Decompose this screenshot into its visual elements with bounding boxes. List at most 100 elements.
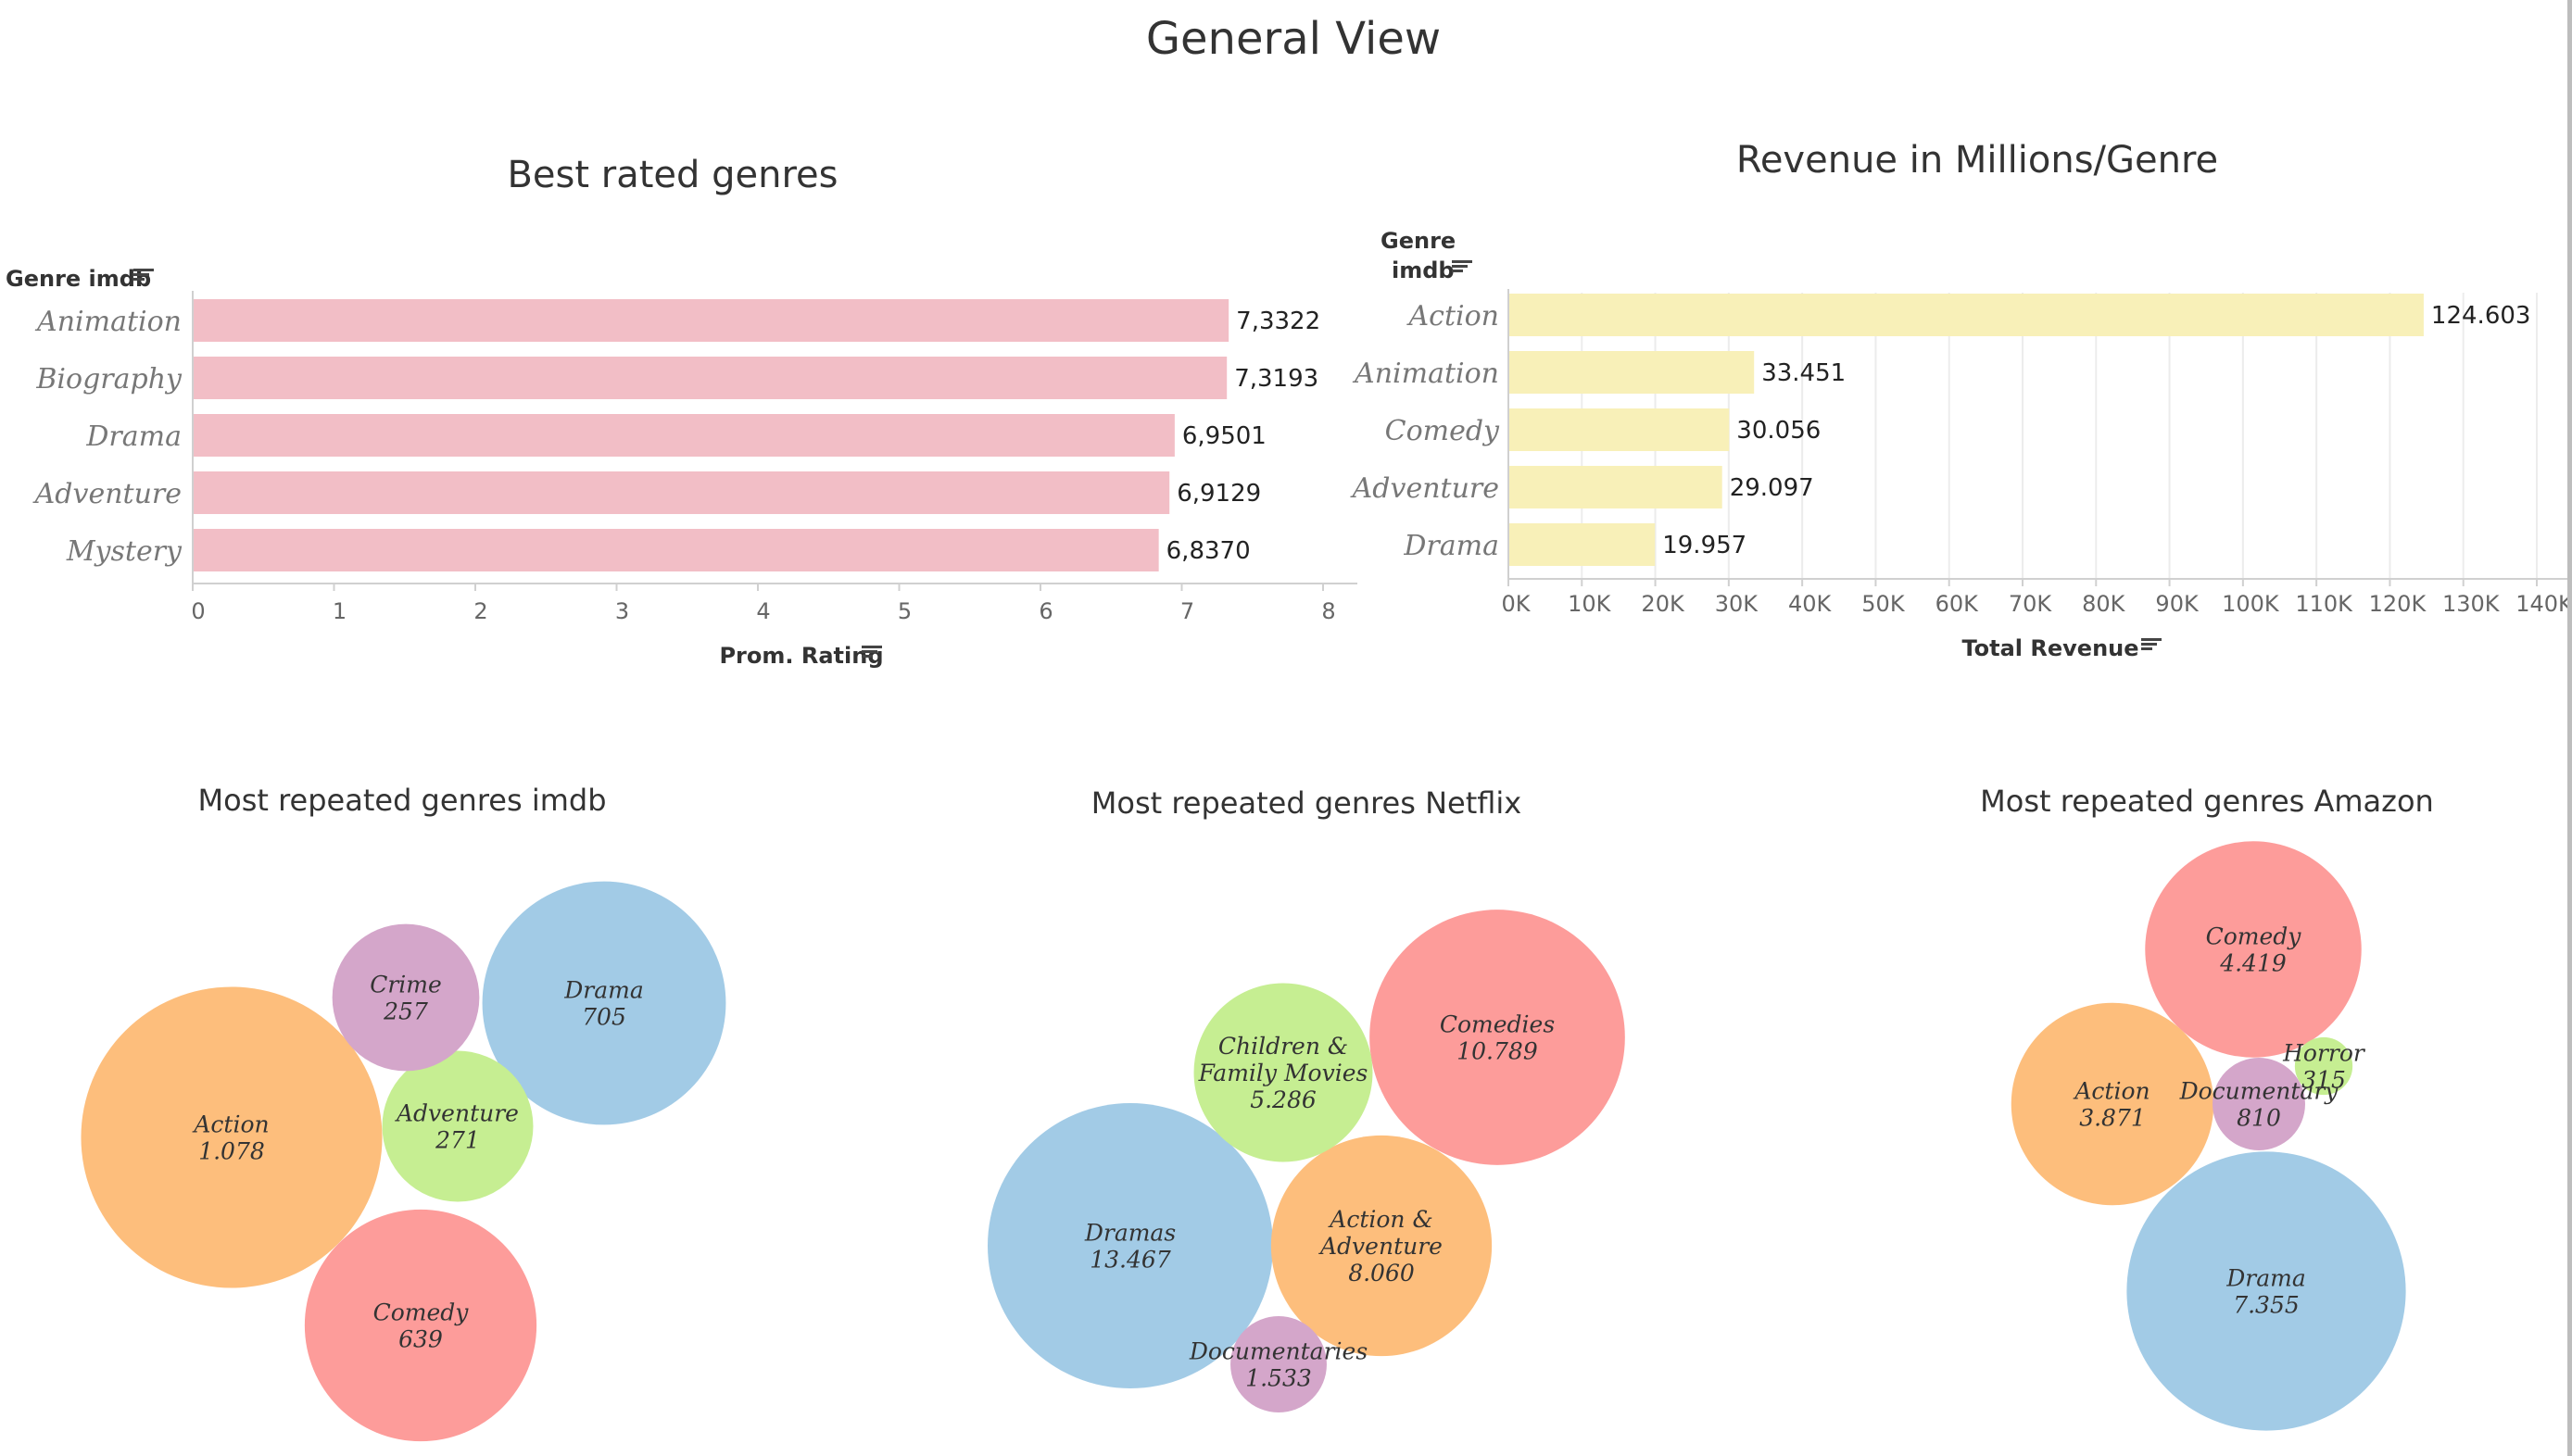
bubble-label: Dramas	[1084, 1220, 1176, 1247]
x-tick-label: 1	[333, 598, 347, 624]
category-label: Comedy	[1385, 415, 1500, 447]
bubble[interactable]	[2145, 841, 2362, 1058]
x-tick-label: 110K	[2295, 591, 2353, 617]
bubble[interactable]	[1270, 1135, 1493, 1357]
bubble[interactable]	[2294, 1036, 2353, 1096]
x-axis-label: Total Revenue	[1961, 635, 2138, 661]
chart-title: Best rated genres	[507, 154, 838, 196]
bubble-label: Children & Family Movies	[1198, 1033, 1368, 1086]
bubble-label: Action	[192, 1111, 269, 1138]
x-tick-label: 8	[1321, 598, 1335, 624]
category-label: Biography	[35, 363, 183, 395]
bubble[interactable]	[81, 986, 383, 1288]
bar[interactable]	[1508, 408, 1730, 451]
bar[interactable]	[1508, 523, 1656, 566]
bubble-value: 639	[398, 1326, 443, 1353]
y-axis-header: Genre imdb	[6, 266, 151, 292]
dashboard-title: General View	[1146, 13, 1441, 65]
bubble-value: 810	[2237, 1105, 2281, 1132]
sort-icon-line	[2141, 638, 2162, 641]
category-label: Drama	[1403, 530, 1499, 562]
chart-title: Most repeated genres imdb	[198, 783, 607, 818]
y-axis-sort-icon[interactable]	[1452, 260, 1472, 272]
bar[interactable]	[1508, 294, 2424, 336]
bubble[interactable]	[304, 1209, 537, 1442]
bubble[interactable]	[382, 1050, 534, 1202]
bubble-label: Drama	[2225, 1265, 2306, 1292]
data-label: 30.056	[1736, 417, 1821, 445]
bubble[interactable]	[482, 881, 726, 1125]
sort-icon-line	[862, 655, 873, 658]
sort-icon-line	[1452, 270, 1463, 272]
x-tick-label: 5	[898, 598, 912, 624]
bubble-label: Drama	[563, 977, 644, 1004]
bubble-label: Comedy	[373, 1299, 470, 1326]
category-label: Action	[1406, 300, 1500, 333]
bubble[interactable]	[332, 923, 480, 1072]
bar[interactable]	[193, 471, 1170, 514]
x-tick-label: 40K	[1788, 591, 1833, 617]
category-label: Adventure	[32, 478, 182, 510]
bubble[interactable]	[1193, 983, 1373, 1162]
x-tick-label: 130K	[2442, 591, 2501, 617]
bubble[interactable]	[2126, 1151, 2406, 1431]
sort-icon-line	[862, 650, 877, 653]
bar[interactable]	[193, 529, 1159, 571]
bar[interactable]	[193, 357, 1228, 399]
x-tick-label: 70K	[2009, 591, 2053, 617]
bubble-value: 271	[435, 1127, 480, 1154]
x-tick-label: 0	[191, 598, 205, 624]
x-tick-label: 120K	[2369, 591, 2427, 617]
bubble-value: 315	[2301, 1067, 2346, 1094]
bubble-label: Horror	[2282, 1040, 2366, 1067]
bubble[interactable]	[1369, 910, 1625, 1165]
category-label: Drama	[85, 420, 182, 453]
category-label: Adventure	[1350, 472, 1499, 505]
data-label: 6,9129	[1177, 480, 1261, 508]
bubble-chart-1: Most repeated genres Netflix Dramas13.467…	[988, 785, 1625, 1412]
sort-icon-line	[133, 273, 149, 276]
chart-title: Most repeated genres Netflix	[1091, 785, 1521, 821]
bar[interactable]	[193, 414, 1175, 457]
sort-icon-line	[2141, 643, 2157, 646]
bubble[interactable]	[2011, 1002, 2214, 1206]
x-axis-sort-icon[interactable]	[2141, 638, 2162, 650]
sort-icon-line	[133, 278, 145, 281]
category-label: Animation	[1352, 358, 1499, 390]
y-axis-sort-icon[interactable]	[133, 269, 154, 281]
bubble[interactable]	[988, 1103, 1273, 1388]
bar[interactable]	[1508, 466, 1722, 508]
x-tick-label: 4	[756, 598, 770, 624]
data-label: 6,9501	[1182, 422, 1267, 450]
x-tick-label: 60K	[1935, 591, 1980, 617]
data-label: 6,8370	[1166, 537, 1251, 565]
x-tick-label: 0K	[1501, 591, 1531, 617]
bubble-label: Comedies	[1440, 1011, 1555, 1038]
chart-title: Revenue in Millions/Genre	[1736, 139, 2218, 182]
y-axis-header: Genre imdb	[1381, 228, 1456, 283]
bubble[interactable]	[1230, 1316, 1327, 1412]
bubble-label: Crime	[370, 972, 442, 998]
bubble-label: Action	[2073, 1078, 2150, 1105]
category-label: Mystery	[66, 535, 183, 568]
x-tick-label: 30K	[1715, 591, 1759, 617]
bar[interactable]	[193, 299, 1229, 342]
chart-title: Most repeated genres Amazon	[1980, 784, 2434, 819]
bubble-label: Adventure	[395, 1100, 519, 1127]
x-tick-label: 20K	[1641, 591, 1685, 617]
x-tick-label: 80K	[2082, 591, 2126, 617]
x-tick-label: 50K	[1861, 591, 1906, 617]
category-label: Animation	[34, 306, 182, 338]
x-axis-sort-icon[interactable]	[862, 646, 882, 658]
bubble-value: 705	[582, 1004, 626, 1031]
vertical-scrollbar[interactable]	[2567, 0, 2572, 1456]
bubble-label: Action & Adventure	[1318, 1206, 1443, 1260]
bubble[interactable]	[2213, 1058, 2305, 1150]
bubble-label: Comedy	[2206, 923, 2302, 950]
sort-icon-line	[1452, 260, 1472, 263]
bubble-label: Documentaries	[1189, 1338, 1368, 1365]
data-label: 29.097	[1730, 474, 1814, 502]
data-label: 33.451	[1761, 359, 1846, 387]
bar[interactable]	[1508, 351, 1755, 394]
